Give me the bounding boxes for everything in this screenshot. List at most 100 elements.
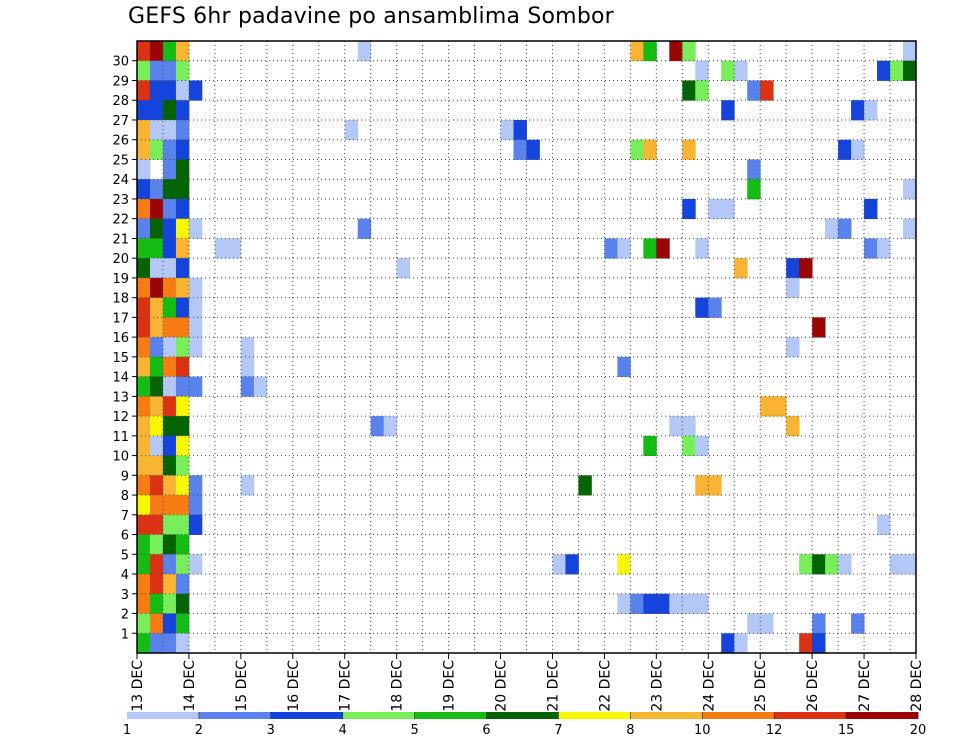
- x-tick-label: 14 DEC: [182, 660, 198, 712]
- heatmap-cell: [149, 416, 164, 437]
- y-tick-label: 11: [112, 430, 129, 445]
- heatmap-cell: [188, 554, 203, 575]
- heatmap-cell: [149, 218, 164, 239]
- heatmap-cell: [240, 356, 255, 378]
- heatmap-cell: [137, 554, 151, 575]
- heatmap-cell: [695, 80, 709, 101]
- heatmap-cell: [137, 80, 151, 101]
- heatmap-cell: [162, 159, 177, 180]
- heatmap-cell: [175, 297, 190, 318]
- heatmap-cell: [851, 613, 865, 634]
- colorbar-segment: [270, 712, 344, 719]
- heatmap-cell: [175, 514, 190, 535]
- heatmap-cell: [760, 396, 774, 417]
- heatmap-cell: [149, 534, 164, 555]
- heatmap-cell: [903, 218, 917, 239]
- heatmap-cell: [851, 100, 865, 121]
- heatmap-cell: [877, 238, 891, 259]
- heatmap-cell: [864, 100, 878, 121]
- colorbar-label: 15: [838, 723, 855, 738]
- heatmap-cell: [137, 495, 151, 516]
- heatmap-cell: [812, 317, 826, 338]
- heatmap-cell: [175, 238, 190, 259]
- heatmap-cell: [162, 356, 177, 378]
- heatmap-cell: [695, 435, 709, 456]
- colorbar-label: 4: [339, 723, 347, 738]
- colorbar-label: 2: [195, 723, 203, 738]
- colorbar-segment: [414, 712, 487, 719]
- heatmap-cell: [786, 277, 800, 299]
- heatmap-cell: [253, 376, 268, 397]
- heatmap-cell: [137, 277, 151, 299]
- heatmap-cell: [825, 554, 839, 575]
- y-tick-label: 26: [112, 134, 129, 149]
- y-tick-label: 30: [112, 55, 129, 70]
- heatmap-cell: [734, 60, 748, 81]
- heatmap-cell: [240, 337, 255, 358]
- heatmap-cell: [357, 41, 372, 62]
- y-tick-label: 27: [112, 114, 129, 129]
- heatmap-cell: [630, 41, 644, 62]
- heatmap-cell: [162, 534, 177, 555]
- heatmap-cell: [240, 376, 255, 397]
- heatmap-cell: [149, 179, 164, 200]
- colorbar-label: 8: [626, 723, 634, 738]
- heatmap-cell: [137, 534, 151, 555]
- heatmap-cell: [630, 139, 644, 160]
- heatmap-cell: [786, 258, 800, 279]
- heatmap-cell: [137, 376, 151, 397]
- heatmap-cell: [695, 297, 709, 318]
- heatmap-cell: [162, 593, 177, 614]
- heatmap-cell: [162, 495, 177, 516]
- heatmap-cell: [552, 554, 566, 575]
- heatmap-cell: [903, 60, 917, 81]
- heatmap-cell: [565, 554, 579, 575]
- heatmap-cell: [396, 258, 411, 279]
- heatmap-cell: [188, 80, 203, 101]
- y-tick-label: 2: [121, 608, 129, 623]
- heatmap-cell: [175, 218, 190, 239]
- heatmap-cell: [747, 613, 761, 634]
- heatmap-cell: [149, 100, 164, 121]
- heatmap-cell: [137, 258, 151, 279]
- heatmap-cell: [137, 179, 151, 200]
- heatmap-cell: [747, 80, 761, 101]
- y-tick-label: 17: [112, 311, 129, 326]
- heatmap-cell: [604, 238, 618, 259]
- heatmap-cell: [149, 277, 164, 299]
- heatmap-cell: [175, 416, 190, 437]
- y-tick-label: 14: [112, 371, 129, 386]
- heatmap-cell: [760, 613, 774, 634]
- heatmap-cell: [149, 613, 164, 634]
- heatmap-cell: [137, 100, 151, 121]
- heatmap-cell: [188, 337, 203, 358]
- x-tick-label: 28 DEC: [909, 660, 925, 712]
- heatmap-cell: [708, 198, 722, 220]
- y-tick-label: 20: [112, 252, 129, 267]
- heatmap-cell: [175, 277, 190, 299]
- heatmap-cell: [188, 376, 203, 397]
- heatmap-cell: [669, 416, 683, 437]
- heatmap-cell: [344, 119, 359, 141]
- heatmap-cell: [643, 139, 657, 160]
- heatmap-cell: [734, 258, 748, 279]
- heatmap-cell: [162, 554, 177, 575]
- heatmap-cell: [175, 60, 190, 81]
- y-tick-label: 16: [112, 331, 129, 346]
- heatmap-cell: [747, 179, 761, 200]
- heatmap-cell: [708, 475, 722, 496]
- heatmap-cell: [175, 396, 190, 417]
- heatmap-cell: [760, 80, 774, 101]
- y-tick-label: 15: [112, 351, 129, 366]
- heatmap-cell: [747, 159, 761, 180]
- heatmap-cell: [175, 455, 190, 476]
- heatmap-cell: [149, 435, 164, 456]
- heatmap-cell: [175, 633, 190, 654]
- heatmap-cell: [578, 475, 592, 496]
- heatmap-cell: [682, 41, 696, 62]
- colorbar-segment: [774, 712, 847, 719]
- heatmap-cell: [149, 139, 164, 160]
- heatmap-cell: [149, 514, 164, 535]
- heatmap-cell: [137, 613, 151, 634]
- colorbar-segment: [630, 712, 703, 719]
